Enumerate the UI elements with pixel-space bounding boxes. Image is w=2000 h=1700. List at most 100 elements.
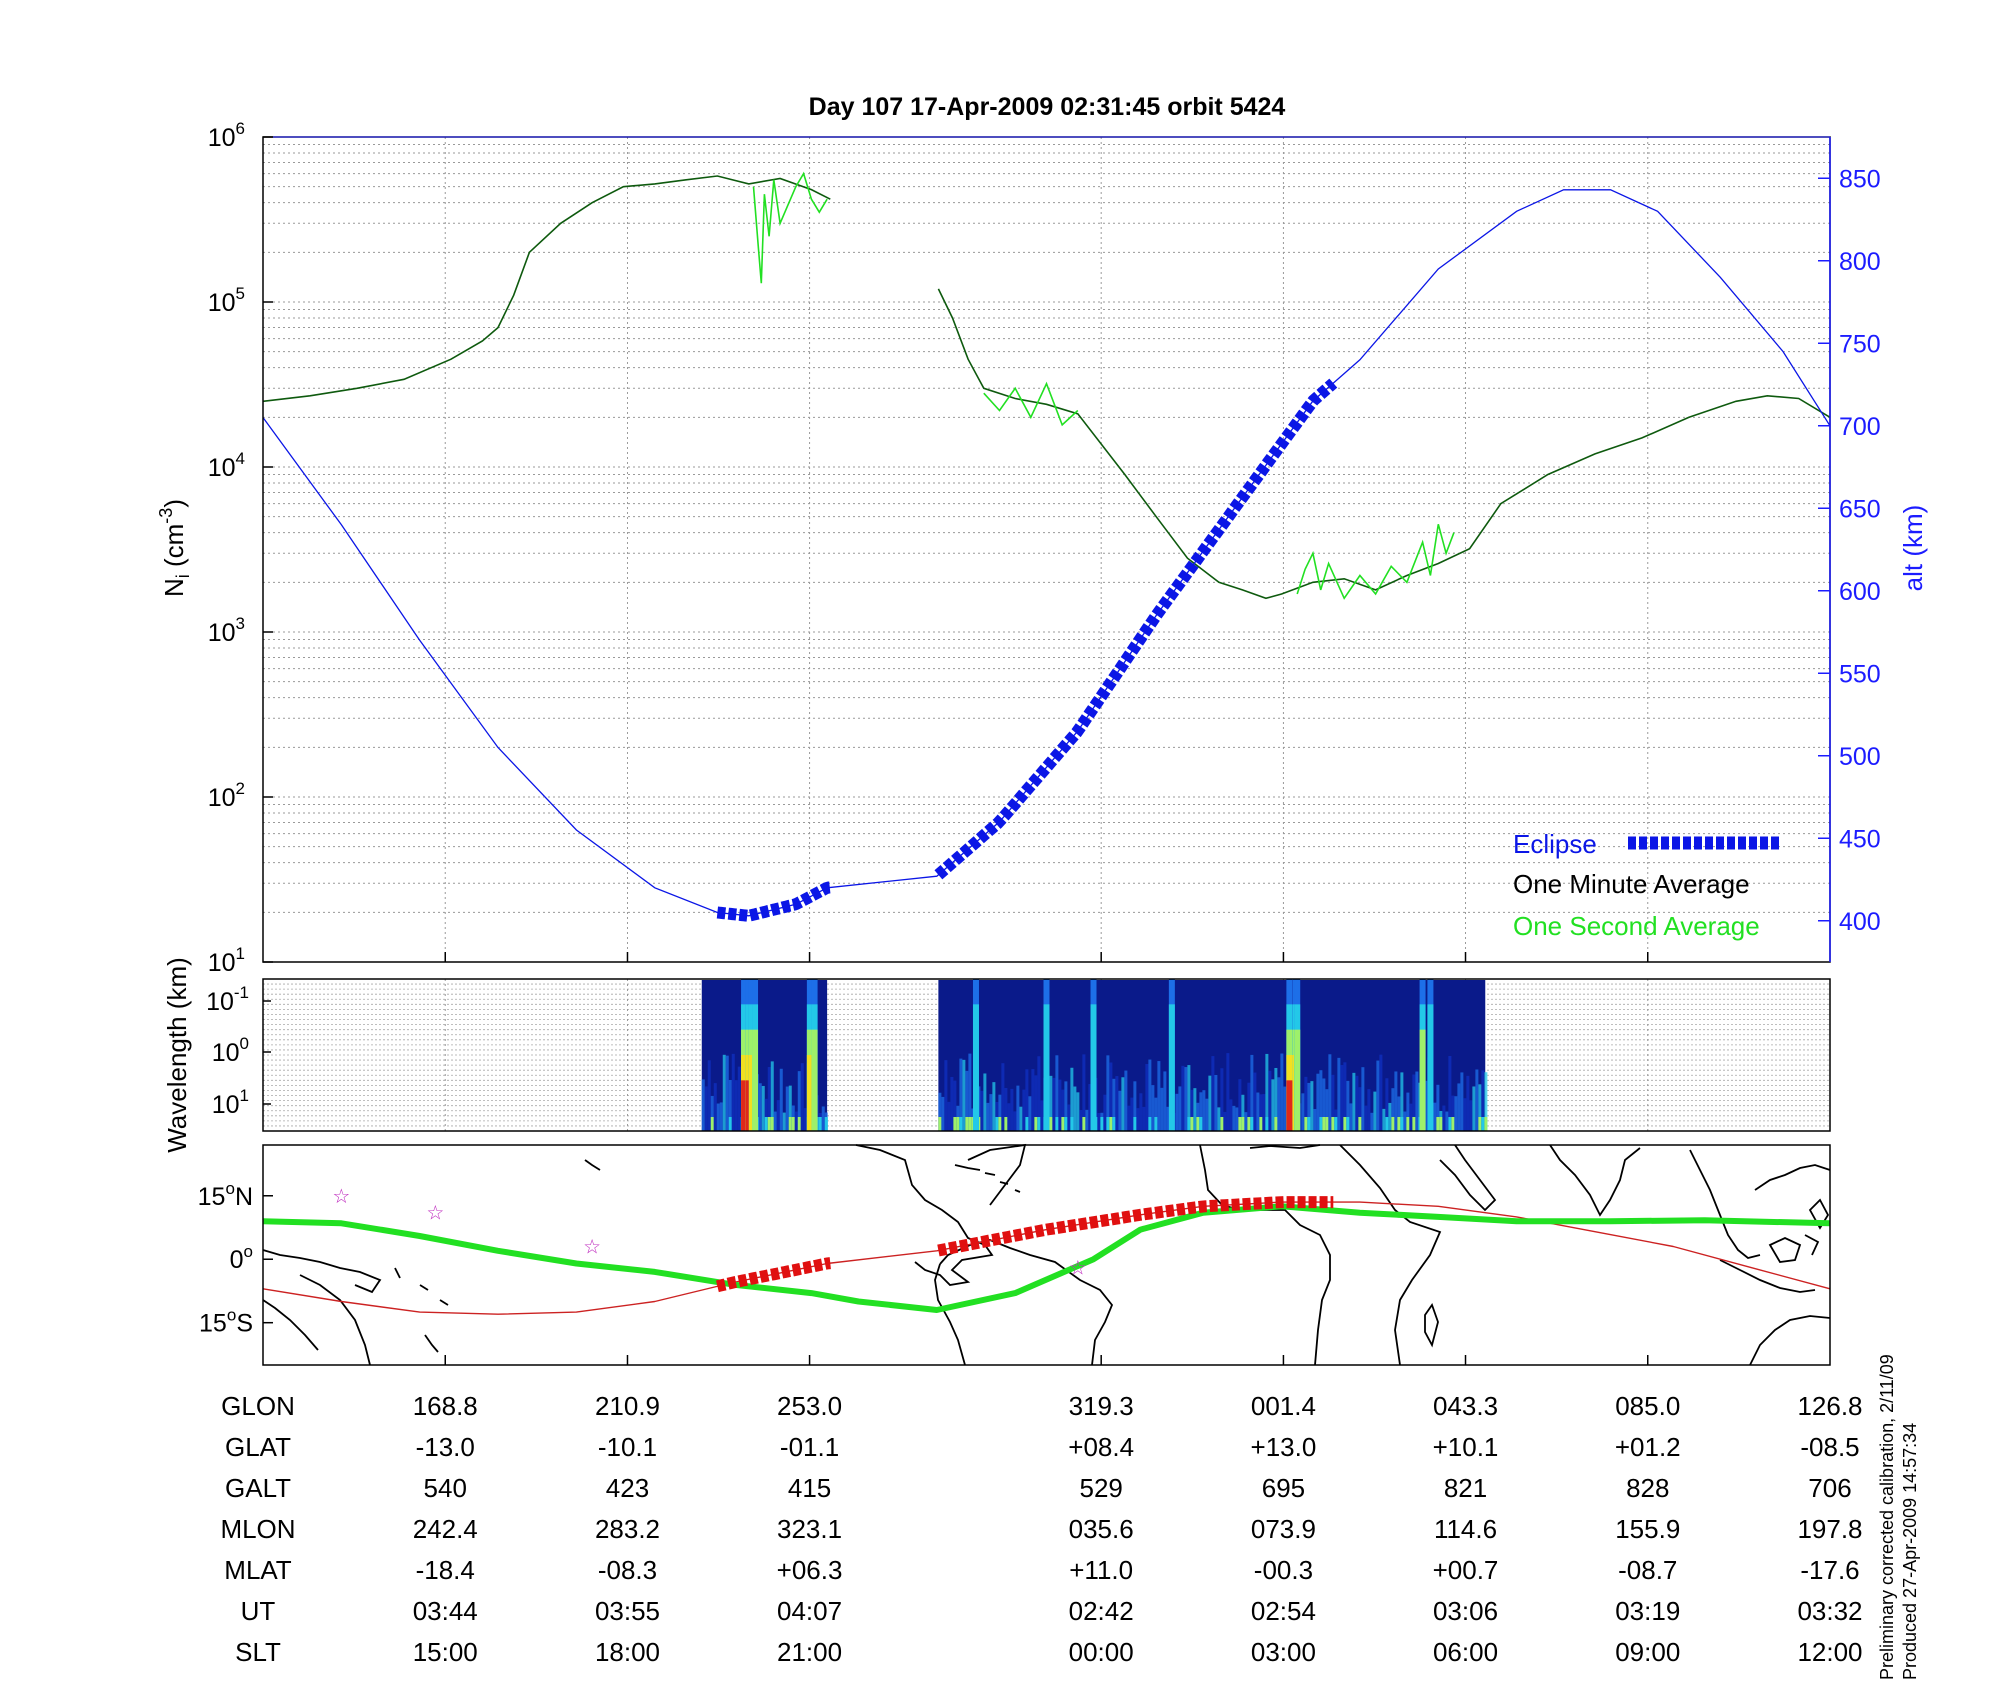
ephemeris-cell: 03:19 xyxy=(1615,1596,1680,1626)
map-y-ticks: 15oN 0o 15oS xyxy=(198,1179,273,1338)
spectrogram-column xyxy=(959,1058,963,1131)
ephemeris-cell: 114.6 xyxy=(1434,1514,1497,1544)
spectrogram-column xyxy=(1454,1096,1458,1131)
spectrogram-column xyxy=(1070,1067,1074,1131)
spectrogram-column xyxy=(1280,1053,1284,1131)
spectrogram-bright-column xyxy=(752,1029,759,1131)
spectrogram-column xyxy=(1457,1083,1461,1131)
spectrogram-column xyxy=(761,1085,765,1131)
spectrogram-cell xyxy=(791,1117,795,1131)
spectrogram-column xyxy=(1187,1065,1191,1131)
ephemeris-cell: +11.0 xyxy=(1069,1555,1133,1585)
ephemeris-cell: +00.7 xyxy=(1433,1555,1499,1585)
ephemeris-cell: 529 xyxy=(1079,1473,1122,1503)
spectrogram-column xyxy=(1472,1086,1476,1131)
ephemeris-row-label: GLON xyxy=(221,1391,295,1421)
spectrogram-column xyxy=(1166,1106,1170,1131)
spectrogram-cell xyxy=(710,1117,714,1131)
ephemeris-cell: +06.3 xyxy=(777,1555,843,1585)
spectrogram-column xyxy=(1049,1075,1053,1131)
spectrogram-cell xyxy=(1055,1117,1059,1131)
spectrogram-cell xyxy=(1100,1117,1104,1131)
one-second-line xyxy=(752,171,1455,600)
ephemeris-cell: 21:00 xyxy=(777,1637,842,1667)
map-panel-frame xyxy=(262,1144,1831,1366)
spectrogram-column xyxy=(1079,1109,1083,1131)
spectrogram-column xyxy=(989,1094,993,1131)
spectrogram-column xyxy=(1175,1093,1179,1131)
spectrogram-column xyxy=(1343,1062,1347,1131)
spectrogram-column xyxy=(1325,1089,1329,1131)
ephemeris-cell: -17.6 xyxy=(1800,1555,1859,1585)
ephemeris-cell: 319.3 xyxy=(1069,1391,1134,1421)
calibration-note: Preliminary corrected calibration, 2/11/… xyxy=(1877,1354,1897,1680)
spectrogram-cell xyxy=(1154,1117,1158,1131)
map-grid xyxy=(444,1355,1649,1365)
map-eclipse-segment xyxy=(715,1257,831,1293)
ephemeris-cell: 02:54 xyxy=(1251,1596,1316,1626)
spectrogram-column xyxy=(1160,1087,1164,1131)
spectrogram-column xyxy=(1247,1082,1251,1131)
spectrogram-column xyxy=(950,1076,954,1131)
spectrogram-column xyxy=(1250,1054,1254,1131)
y2-tick-label: 600 xyxy=(1839,578,1881,606)
spectrogram-column xyxy=(1061,1089,1065,1131)
ephemeris-cell: 242.4 xyxy=(413,1514,478,1544)
spectrogram-cell xyxy=(1133,1117,1137,1131)
y2-tick-label: 500 xyxy=(1839,743,1881,771)
ephemeris-row-label: MLAT xyxy=(224,1555,292,1585)
spectrogram-column xyxy=(1019,1106,1023,1131)
map-eclipse xyxy=(715,1196,1334,1293)
ephemeris-cell: 210.9 xyxy=(595,1391,660,1421)
spectrogram-column xyxy=(770,1061,774,1131)
spectrogram-cell xyxy=(1334,1117,1338,1131)
spectrogram-column xyxy=(725,1055,729,1131)
map-y-tick-label: 0o xyxy=(230,1242,253,1274)
spectrogram-column xyxy=(1055,1055,1059,1131)
spectrogram-column xyxy=(1310,1081,1314,1131)
spectrogram-cell xyxy=(953,1117,957,1131)
ephemeris-cell: -13.0 xyxy=(416,1432,475,1462)
spectrogram-column xyxy=(1202,1090,1206,1131)
spectrogram-cell xyxy=(971,1117,975,1131)
ephemeris-cell: 253.0 xyxy=(777,1391,842,1421)
ephemeris-cell: -18.4 xyxy=(416,1555,475,1585)
spectrogram-column xyxy=(1178,1086,1182,1131)
mid-y-tick-label: 100 xyxy=(212,1034,249,1067)
ephemeris-cell: 073.9 xyxy=(1251,1514,1316,1544)
spectrogram-column xyxy=(1433,1102,1437,1131)
ephemeris-cell: +13.0 xyxy=(1251,1432,1317,1462)
spectrogram-column xyxy=(1196,1102,1200,1131)
ephemeris-cell: 06:00 xyxy=(1433,1637,1498,1667)
spectrogram-column xyxy=(1379,1054,1383,1131)
ephemeris-cell: 03:06 xyxy=(1433,1596,1498,1626)
spectrogram-column xyxy=(1352,1072,1356,1131)
spectrogram-cell xyxy=(1238,1117,1242,1131)
spectrogram-column xyxy=(953,1080,957,1131)
spectrogram-column xyxy=(713,1083,717,1131)
spectrogram-cell xyxy=(770,1117,774,1131)
spectrogram-column xyxy=(1004,1087,1008,1131)
spectrogram-cell xyxy=(764,1117,768,1131)
spectrogram-column xyxy=(1283,1086,1287,1131)
ephemeris-cell: +01.2 xyxy=(1615,1432,1681,1462)
spectrogram-bright-column xyxy=(806,1055,813,1131)
spectrogram-cell xyxy=(959,1117,963,1131)
spectrogram-column xyxy=(962,1059,966,1131)
spectrogram-cell xyxy=(1034,1117,1038,1131)
spectrogram-cell xyxy=(1322,1117,1326,1131)
spectrogram-cell xyxy=(1259,1117,1263,1131)
spectrogram-column xyxy=(722,1054,726,1131)
spectrogram-column xyxy=(995,1101,999,1131)
spectrogram-cell xyxy=(1406,1117,1410,1131)
ephemeris-cell: 03:55 xyxy=(595,1596,660,1626)
spectrogram-column xyxy=(737,1066,741,1131)
spectrogram-column xyxy=(1475,1069,1479,1131)
spectrogram-column xyxy=(1052,1077,1056,1131)
ephemeris-cell: 706 xyxy=(1808,1473,1851,1503)
spectrogram-column xyxy=(1376,1060,1380,1131)
y-tick-label: 102 xyxy=(208,779,245,812)
spectrogram-column xyxy=(1181,1065,1185,1131)
top-eclipse xyxy=(716,378,1338,922)
spectrogram-column xyxy=(1367,1089,1371,1131)
